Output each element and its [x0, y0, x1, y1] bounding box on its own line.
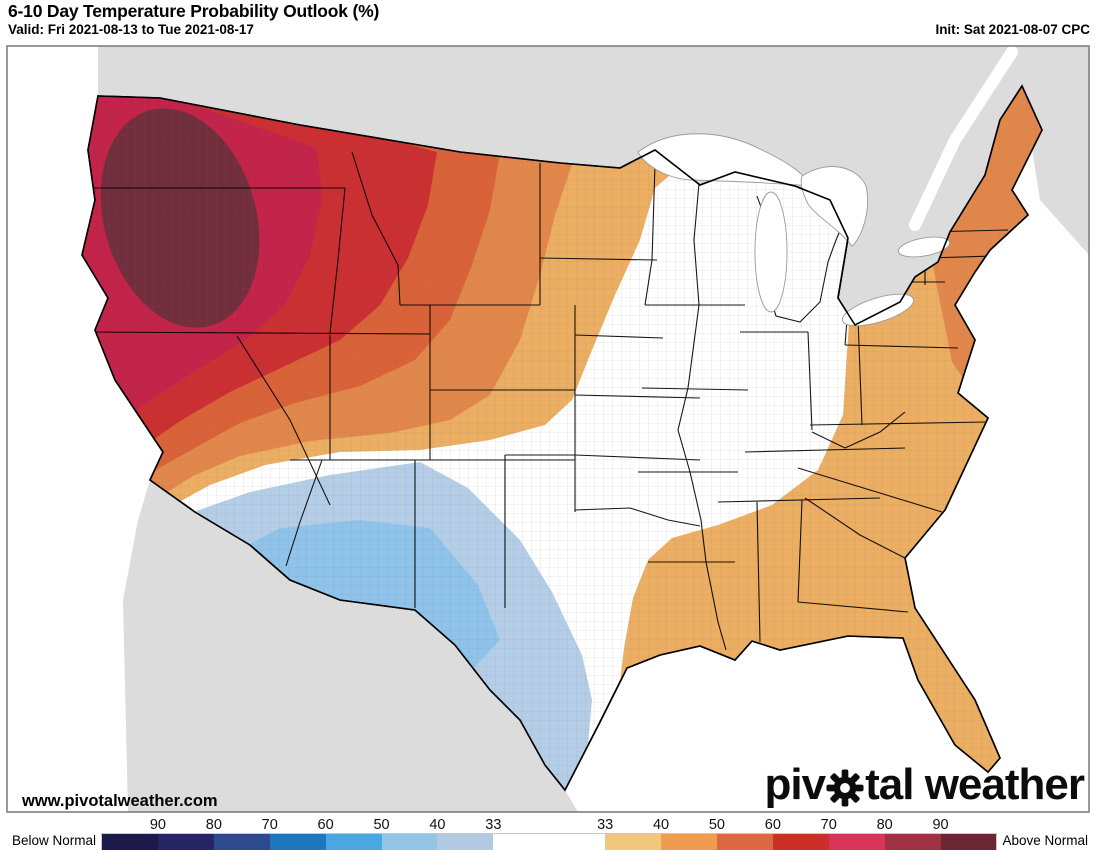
legend-color-segment [549, 834, 606, 850]
legend-tick-label: 33 [485, 817, 502, 833]
legend-color-segment [605, 834, 662, 850]
legend-color-bar: 90 80 70 60 50 40 33 33 40 50 60 70 80 90 [101, 817, 998, 850]
legend-color-segment [437, 834, 494, 850]
legend-tick-label: 80 [205, 817, 222, 833]
init-time-label: Init: Sat 2021-08-07 CPC [935, 22, 1090, 37]
logo-text-piv: piv [764, 760, 827, 809]
legend-color-segment [828, 834, 885, 850]
legend-tick-label: 50 [373, 817, 390, 833]
legend-color-segment [325, 834, 382, 850]
legend-right-label: Above Normal [1002, 833, 1088, 848]
legend-color-segment [381, 834, 438, 850]
legend-color-segment [493, 834, 550, 850]
legend-left-label: Below Normal [12, 833, 97, 848]
legend-tick-label: 60 [317, 817, 334, 833]
legend-tick-label: 70 [261, 817, 278, 833]
page-title: 6-10 Day Temperature Probability Outlook… [8, 1, 380, 21]
legend-color-segment [940, 834, 997, 850]
legend-tick-label: 80 [876, 817, 893, 833]
lake-erie [841, 293, 915, 327]
lake-michigan [754, 191, 788, 313]
legend-color-segment [213, 834, 270, 850]
logo-text-tal-weather: tal weather [865, 760, 1085, 809]
st-lawrence-river [909, 46, 1018, 231]
canada-landmass [7, 46, 1089, 325]
pivotal-weather-logo: piv tal weather [764, 760, 1085, 809]
legend-tick-label: 40 [429, 817, 446, 833]
legend-tick-label: 33 [597, 817, 614, 833]
watermark-url: www.pivotalweather.com [22, 792, 218, 810]
mexico-landmass [123, 480, 578, 812]
us-outline [81, 84, 1043, 792]
valid-range-label: Valid: Fri 2021-08-13 to Tue 2021-08-17 [8, 22, 254, 37]
legend-color-segment [661, 834, 717, 850]
legend-color-segment [884, 834, 941, 850]
great-lakes [637, 133, 951, 327]
legend-tick-label: 60 [764, 817, 781, 833]
gear-icon [826, 768, 864, 807]
legend-color-segment [717, 834, 773, 850]
legend-color-segment [157, 834, 214, 850]
legend-tick-label: 40 [652, 817, 670, 833]
legend-color-segment [772, 834, 829, 850]
map-frame [6, 45, 1090, 813]
legend-tick-label: 90 [149, 817, 166, 833]
legend-tick-label: 70 [820, 817, 837, 833]
probability-legend: Below Normal 90 80 70 60 50 40 33 33 40 50 60 70 80 9… [6, 816, 1094, 850]
lake-huron [800, 166, 869, 247]
legend-tick-label: 90 [932, 817, 949, 833]
legend-tick-label: 50 [708, 817, 726, 833]
legend-color-segment [269, 834, 326, 850]
legend-color-segment [102, 834, 158, 850]
lake-ontario [897, 236, 951, 258]
